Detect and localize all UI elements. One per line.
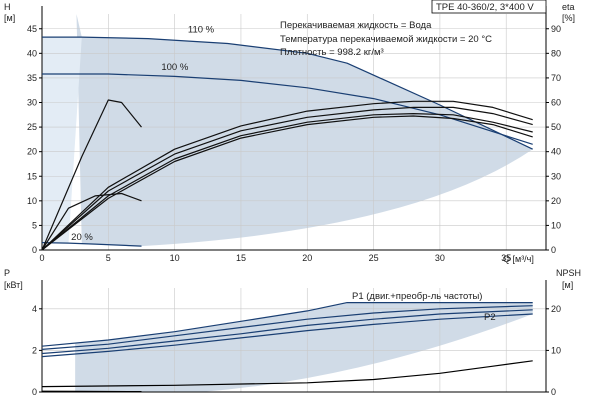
- operating-area: [76, 14, 533, 247]
- speed-label: 110 %: [188, 25, 215, 36]
- right-tick-label: 40: [551, 147, 561, 157]
- info-line-temperature: Температура перекачиваемой жидкости = 20…: [280, 34, 492, 45]
- series-line-100: [42, 73, 533, 145]
- left-tick-label: 5: [32, 220, 37, 230]
- left-tick-label: 30: [27, 98, 37, 108]
- left-tick-label: 20: [27, 147, 37, 157]
- right-tick-label: 90: [551, 24, 561, 34]
- tick-labels: 0 5 10 15 20 25 30 35 40 45 0 10 20 30 40 50 60 70 80 90 0 5 1…: [27, 24, 561, 263]
- series-layer: [41, 36, 533, 251]
- operating-area-layer: [75, 302, 533, 392]
- power-npsh-panel: 0 2 4 0 10 20 P [кВт] NPSH [м] P1 (двиг.+прео…: [4, 268, 581, 397]
- right-axis-unit: [м]: [562, 280, 573, 290]
- head-efficiency-panel: 0 5 10 15 20 25 30 35 40 45 0 10 20 30 40 50 60 70 80 90 0 5 1…: [4, 0, 575, 264]
- x-tick-label: 5: [106, 253, 111, 263]
- series-line-20: [41, 242, 142, 247]
- left-tick-label: 45: [27, 24, 37, 34]
- left-tick-label: 10: [27, 196, 37, 206]
- series-labels: 110 % 100 % 20 %: [71, 25, 215, 243]
- right-tick-label: 20: [551, 304, 561, 314]
- series-line-6: [41, 100, 533, 251]
- left-tick-label: 15: [27, 171, 37, 181]
- series-line-3: [41, 313, 533, 358]
- right-tick-label: 80: [551, 48, 561, 58]
- x-tick-label: 20: [302, 253, 312, 263]
- tick-labels: 0 2 4 0 10 20: [32, 304, 561, 397]
- series-layer: [41, 302, 533, 393]
- series-line-8: [41, 99, 142, 251]
- series-line-7: [41, 192, 142, 251]
- right-tick-label: 10: [551, 220, 561, 230]
- right-tick-label: 70: [551, 73, 561, 83]
- info-line-density: Плотность = 998.2 кг/м³: [280, 47, 384, 58]
- operating-area-layer: [42, 14, 533, 247]
- model-label: TPE 40-360/2, 3*400 V: [436, 2, 534, 13]
- left-tick-label: 0: [32, 387, 37, 397]
- left-tick-label: 35: [27, 73, 37, 83]
- left-axis-label: H: [4, 2, 11, 12]
- series-line-110: [42, 36, 533, 150]
- right-tick-label: 50: [551, 122, 561, 132]
- series-line-npsh: [41, 360, 533, 388]
- right-tick-label: 0: [551, 245, 556, 255]
- right-axis-label: NPSH: [556, 268, 581, 278]
- left-tick-label: 0: [32, 245, 37, 255]
- series-line-p2: [41, 309, 533, 355]
- operating-area-lowflow: [42, 37, 82, 244]
- x-tick-label: 10: [170, 253, 180, 263]
- right-axis-unit: [%]: [562, 13, 575, 23]
- model-label-box: [431, 0, 547, 14]
- left-tick-label: 25: [27, 122, 37, 132]
- left-tick-label: 2: [32, 345, 37, 355]
- series-line-p1: [41, 302, 533, 347]
- left-axis-unit: [м]: [4, 13, 15, 23]
- right-tick-label: 60: [551, 98, 561, 108]
- x-axis-label: Q [м³/ч]: [503, 254, 534, 264]
- x-tick-label: 0: [39, 253, 44, 263]
- series-line-5: [41, 106, 533, 251]
- left-tick-label: 4: [32, 304, 37, 314]
- left-tick-label: 40: [27, 48, 37, 58]
- speed-label: 20 %: [71, 232, 93, 243]
- info-line-fluid: Перекачиваемая жидкость = Вода: [280, 20, 432, 31]
- left-axis-unit: [кВт]: [4, 280, 23, 290]
- series-line-1: [41, 305, 533, 350]
- series-line-4: [41, 115, 533, 251]
- x-tick-label: 15: [236, 253, 246, 263]
- right-tick-label: 20: [551, 196, 561, 206]
- annotation-p2: P2: [484, 312, 496, 323]
- right-tick-label: 30: [551, 171, 561, 181]
- right-tick-label: 0: [551, 387, 556, 397]
- x-tick-label: 25: [369, 253, 379, 263]
- left-axis-label: P: [4, 268, 10, 278]
- right-tick-label: 10: [551, 345, 561, 355]
- speed-label: 100 %: [161, 62, 188, 73]
- series-line-3: [41, 113, 533, 251]
- operating-area: [75, 302, 533, 392]
- right-axis-label: eta: [562, 2, 575, 12]
- annotation-p1: P1 (двиг.+преобр-ль частоты): [352, 291, 482, 302]
- x-tick-label: 35: [501, 253, 511, 263]
- x-tick-label: 30: [435, 253, 445, 263]
